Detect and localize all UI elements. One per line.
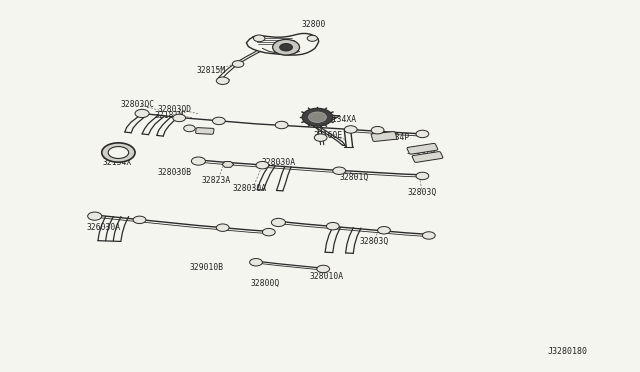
Circle shape bbox=[102, 143, 135, 162]
Circle shape bbox=[232, 61, 244, 67]
Circle shape bbox=[280, 44, 292, 51]
Circle shape bbox=[302, 108, 333, 126]
Circle shape bbox=[216, 77, 229, 84]
Circle shape bbox=[88, 212, 102, 220]
Polygon shape bbox=[222, 161, 234, 167]
Circle shape bbox=[262, 228, 275, 236]
Text: 329010B: 329010B bbox=[189, 263, 223, 272]
Text: 326030A: 326030A bbox=[86, 223, 121, 232]
Circle shape bbox=[135, 109, 149, 118]
Text: 32160E: 32160E bbox=[314, 131, 343, 140]
Circle shape bbox=[216, 224, 229, 231]
Text: 328010A: 328010A bbox=[310, 272, 344, 280]
Text: J3280180: J3280180 bbox=[548, 347, 588, 356]
Text: 32884P: 32884P bbox=[381, 133, 410, 142]
Circle shape bbox=[108, 147, 129, 158]
Text: 32815M: 32815M bbox=[196, 66, 226, 75]
Circle shape bbox=[416, 130, 429, 138]
Circle shape bbox=[308, 112, 326, 122]
Circle shape bbox=[184, 125, 195, 132]
Circle shape bbox=[275, 121, 288, 129]
Text: 328030B: 328030B bbox=[157, 169, 191, 177]
Text: 32823A: 32823A bbox=[201, 176, 230, 185]
Circle shape bbox=[273, 39, 300, 55]
Circle shape bbox=[173, 114, 186, 122]
Text: 32803QC: 32803QC bbox=[120, 100, 155, 109]
Circle shape bbox=[271, 218, 285, 227]
Circle shape bbox=[133, 216, 146, 224]
Circle shape bbox=[326, 222, 339, 230]
FancyBboxPatch shape bbox=[196, 128, 214, 134]
Text: 32181M: 32181M bbox=[155, 111, 184, 120]
Circle shape bbox=[307, 35, 317, 41]
Circle shape bbox=[253, 35, 265, 42]
Text: 328030A: 328030A bbox=[262, 158, 296, 167]
Circle shape bbox=[378, 227, 390, 234]
Circle shape bbox=[212, 117, 225, 125]
Circle shape bbox=[333, 167, 346, 174]
Text: 32800: 32800 bbox=[301, 20, 326, 29]
Text: 32847N: 32847N bbox=[406, 147, 436, 156]
Text: 32803Q: 32803Q bbox=[408, 188, 437, 197]
Circle shape bbox=[344, 126, 357, 133]
Circle shape bbox=[371, 126, 384, 134]
FancyBboxPatch shape bbox=[371, 132, 397, 141]
Circle shape bbox=[256, 161, 269, 169]
Text: 32803QD: 32803QD bbox=[157, 105, 191, 114]
Text: 32803Q: 32803Q bbox=[359, 237, 388, 246]
Circle shape bbox=[317, 265, 330, 273]
Text: 32134XA: 32134XA bbox=[322, 115, 356, 124]
Circle shape bbox=[191, 157, 205, 165]
FancyBboxPatch shape bbox=[412, 151, 443, 163]
Text: 328030A: 328030A bbox=[232, 184, 267, 193]
Circle shape bbox=[422, 232, 435, 239]
Circle shape bbox=[314, 134, 327, 141]
FancyBboxPatch shape bbox=[407, 143, 438, 154]
Text: 32800Q: 32800Q bbox=[250, 279, 280, 288]
Circle shape bbox=[416, 172, 429, 180]
Text: 32801Q: 32801Q bbox=[339, 173, 369, 182]
Circle shape bbox=[250, 259, 262, 266]
Text: 32134X: 32134X bbox=[102, 158, 132, 167]
